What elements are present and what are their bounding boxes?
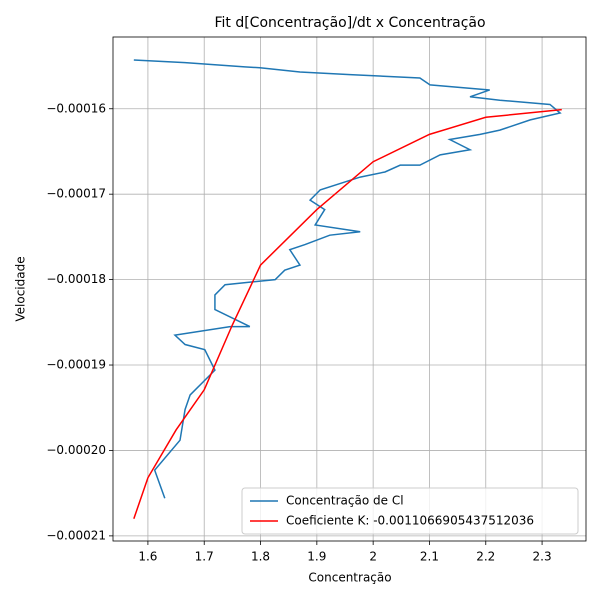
y-tick-label: −0.00021 [46, 528, 106, 542]
legend-label: Concentração de Cl [286, 494, 404, 508]
x-tick-label: 1.6 [138, 550, 157, 564]
chart-title: Fit d[Concentração]/dt x Concentração [214, 15, 485, 31]
x-tick-label: 1.9 [307, 550, 326, 564]
x-tick-label: 1.8 [251, 550, 270, 564]
y-tick-label: −0.00018 [46, 272, 106, 286]
plot-frame [112, 36, 587, 542]
legend-box [241, 487, 579, 535]
x-tick-label: 2 [369, 550, 377, 564]
legend-label: Coeficiente K: -0.0011066905437512036 [286, 514, 534, 528]
y-axis-label: Velocidade [14, 256, 28, 321]
series-line [133, 108, 562, 520]
series-line [133, 59, 562, 499]
x-tick-label: 1.7 [195, 550, 214, 564]
y-tick-label: −0.00019 [46, 358, 106, 372]
y-tick-label: −0.00020 [46, 443, 106, 457]
legend: Concentração de Cl Coeficiente K: -0.0011… [241, 487, 579, 535]
x-tick-label: 2.2 [476, 550, 495, 564]
x-axis-label: Concentração [308, 571, 391, 585]
y-tick-label: −0.00016 [46, 101, 106, 115]
x-tick-label: 2.1 [420, 550, 439, 564]
x-tick-label: 2.3 [533, 550, 552, 564]
y-tick-label: −0.00017 [46, 187, 106, 201]
